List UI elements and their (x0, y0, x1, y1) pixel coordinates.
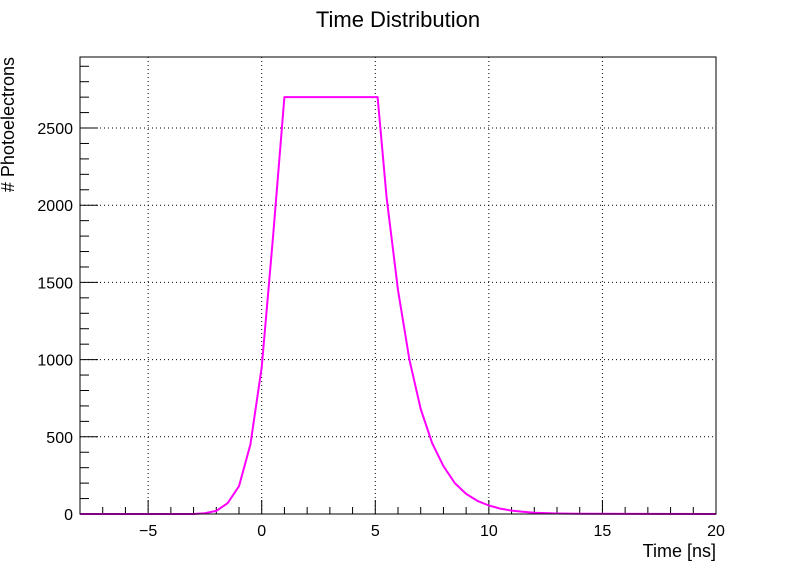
x-tick-label: 5 (371, 523, 380, 540)
x-tick-label: −5 (139, 523, 157, 540)
x-tick-label: 0 (257, 523, 266, 540)
y-tick-label: 2500 (37, 121, 73, 138)
series-layer (80, 96, 717, 515)
grid-lines (80, 57, 716, 514)
chart-title: Time Distribution (316, 7, 480, 32)
major-ticks (80, 127, 717, 515)
y-tick-labels: 0 500 1000 1500 2000 2500 (37, 121, 73, 524)
plot-frame (79, 56, 717, 515)
y-tick-label: 2000 (37, 198, 73, 215)
x-tick-labels: −5 0 5 10 15 20 (139, 523, 725, 540)
x-tick-label: 10 (480, 523, 498, 540)
y-tick-label: 500 (46, 430, 73, 447)
y-tick-label: 0 (64, 507, 73, 524)
x-tick-label: 15 (594, 523, 612, 540)
minor-ticks (79, 65, 694, 514)
y-axis-label: # Photoelectrons (0, 57, 18, 192)
x-tick-label: 20 (707, 523, 725, 540)
series-line (80, 96, 717, 515)
y-tick-label: 1000 (37, 353, 73, 370)
x-axis-label: Time [ns] (643, 541, 716, 561)
y-tick-label: 1500 (37, 275, 73, 292)
